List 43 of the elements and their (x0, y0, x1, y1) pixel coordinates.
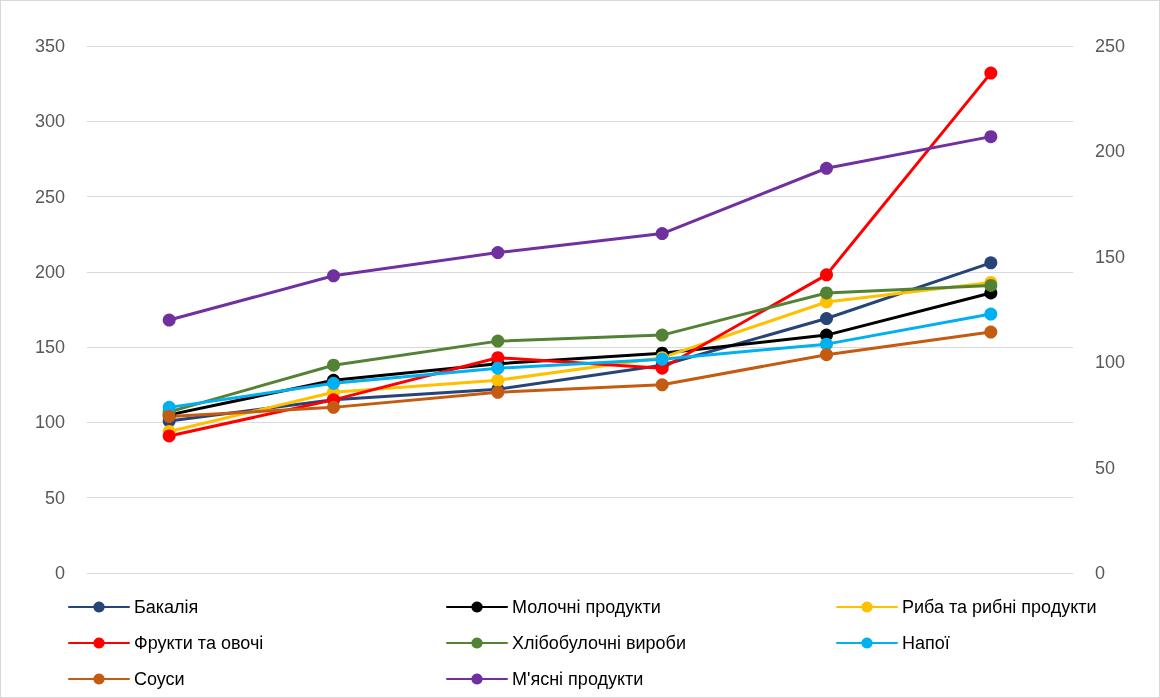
y-tick-label: 150 (34, 337, 65, 358)
y2-tick-label: 100 (1095, 352, 1126, 373)
y-tick-label: 300 (34, 111, 65, 132)
point (984, 307, 998, 321)
y2-tick-label: 150 (1095, 246, 1126, 267)
point (984, 325, 998, 339)
y-tick-label: 350 (34, 36, 65, 56)
y2-tick-label: 0 (1095, 563, 1106, 583)
legend-label: Соуси (134, 669, 185, 689)
y2-tick-label: 250 (1095, 36, 1126, 56)
point (820, 161, 833, 175)
point (655, 227, 669, 241)
point (820, 268, 833, 282)
legend-label: Риба та рибні продукти (902, 597, 1097, 617)
y-tick-label: 100 (34, 412, 65, 433)
point (491, 373, 505, 387)
point (327, 269, 340, 283)
legend-label: Молочні продукти (512, 597, 661, 617)
point (984, 66, 998, 80)
y2-tick-label: 50 (1095, 457, 1116, 478)
point (491, 246, 505, 260)
legend-label: Фрукти та овочі (134, 633, 264, 653)
point (162, 429, 176, 443)
y-tick-label: 50 (44, 487, 65, 508)
point (655, 328, 669, 342)
point (820, 312, 833, 326)
legend-label: Напої (902, 633, 950, 653)
point (820, 348, 833, 362)
y2-tick-label: 200 (1095, 141, 1126, 162)
point (820, 286, 833, 300)
point (327, 400, 340, 414)
y-tick-label: 0 (54, 563, 65, 583)
legend-label: Хлібобулочні вироби (512, 633, 686, 653)
point (162, 313, 176, 327)
point (984, 130, 998, 144)
point (491, 334, 505, 348)
y-tick-label: 200 (34, 261, 65, 282)
legend-label: М'ясні продукти (512, 669, 644, 689)
point (327, 358, 340, 372)
point (984, 256, 998, 270)
legend-label: Бакалія (134, 597, 199, 617)
point (655, 378, 669, 392)
y-tick-label: 250 (34, 186, 65, 207)
